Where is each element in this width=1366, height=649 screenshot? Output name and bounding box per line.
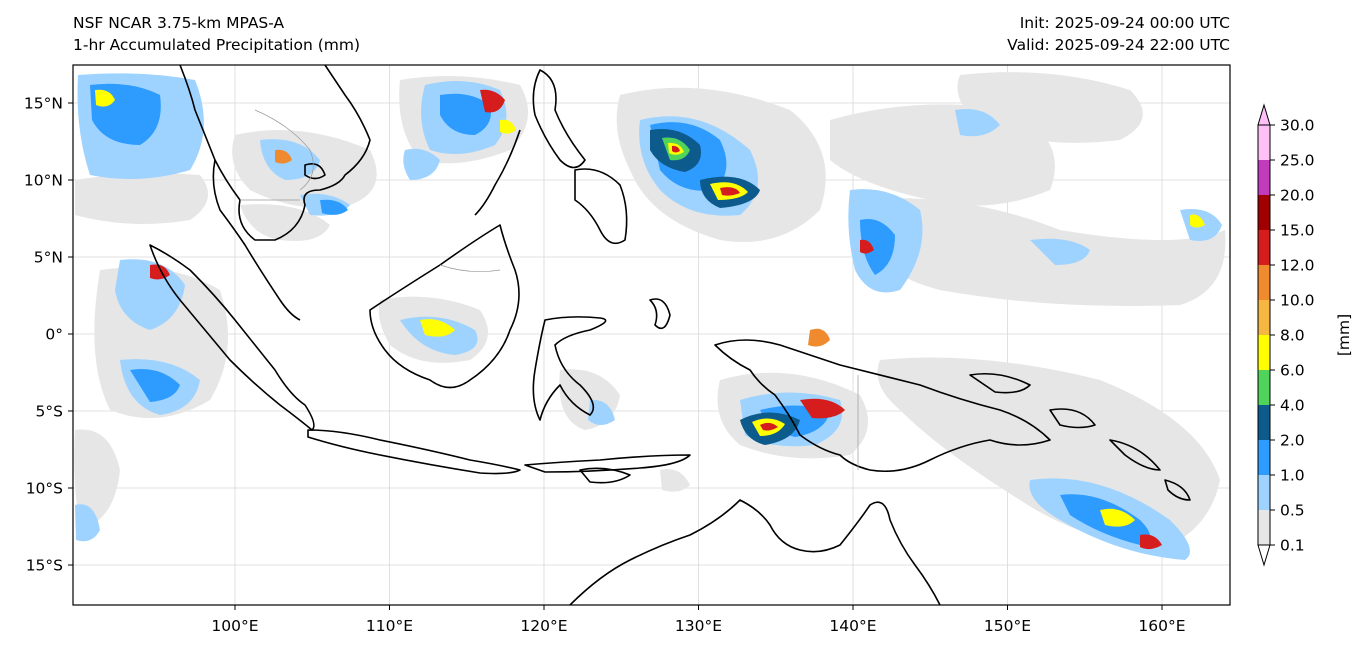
colorbar: 0.1 0.5 1.0 2.0 4.0 6.0 8.0 10.0 12.0 15.0 20.0 25.…: [1257, 103, 1353, 567]
colorbar-swatch: [1258, 510, 1270, 545]
colorbar-level-label: 2.0: [1280, 432, 1305, 450]
colorbar-level-label: 0.1: [1280, 537, 1305, 555]
colorbar-level-label: 6.0: [1280, 362, 1305, 380]
precip-convective-cores: [95, 89, 1205, 550]
lon-tick-label: 140°E: [829, 617, 876, 635]
colorbar-level-label: 15.0: [1280, 222, 1315, 240]
colorbar-swatch: [1258, 195, 1270, 230]
colorbar-level-label: 12.0: [1280, 257, 1315, 275]
colorbar-swatch: [1258, 160, 1270, 195]
colorbar-swatch: [1258, 370, 1270, 405]
lon-tick-label: 100°E: [211, 617, 258, 635]
map-frame: [72, 64, 1231, 606]
colorbar-boxes: [1257, 103, 1271, 567]
colorbar-level-label: 4.0: [1280, 397, 1305, 415]
colorbar-level-label: 1.0: [1280, 467, 1305, 485]
colorbar-swatch: [1258, 335, 1270, 370]
field-title: 1-hr Accumulated Precipitation (mm): [73, 36, 360, 54]
colorbar-swatch: [1258, 475, 1270, 510]
lon-tick-label: 110°E: [366, 617, 413, 635]
init-time: Init: 2025-09-24 00:00 UTC: [1019, 14, 1230, 32]
colorbar-level-label: 10.0: [1280, 292, 1315, 310]
country-borders: [240, 109, 859, 470]
lat-tick-label: 5°S: [36, 403, 63, 421]
colorbar-level-label: 25.0: [1280, 152, 1315, 170]
longitude-axis: 100°E 110°E 120°E 130°E 140°E 150°E 160°E: [211, 605, 1186, 635]
lat-tick-label: 0°: [45, 326, 63, 344]
colorbar-level-label: 0.5: [1280, 502, 1305, 520]
colorbar-max-extend: [1257, 103, 1271, 126]
colorbar-min-extend: [1257, 544, 1271, 567]
colorbar-swatch: [1258, 125, 1270, 160]
lat-tick-label: 15°N: [24, 95, 63, 113]
coastlines: [149, 65, 1191, 605]
colorbar-level-label: 20.0: [1280, 187, 1315, 205]
lat-tick-label: 10°N: [24, 172, 63, 190]
colorbar-labels: 0.1 0.5 1.0 2.0 4.0 6.0 8.0 10.0 12.0 15.0 20.0 25.…: [1270, 117, 1315, 555]
lat-tick-label: 15°S: [26, 557, 63, 575]
valid-time: Valid: 2025-09-24 22:00 UTC: [1007, 36, 1230, 54]
colorbar-swatch: [1258, 300, 1270, 335]
title-left: NSF NCAR 3.75-km MPAS-A 1-hr Accumulated…: [73, 12, 360, 56]
colorbar-level-label: 8.0: [1280, 327, 1305, 345]
colorbar-swatch: [1258, 230, 1270, 265]
colorbar-swatch: [1258, 405, 1270, 440]
lat-tick-label: 10°S: [26, 480, 63, 498]
lon-tick-label: 150°E: [984, 617, 1031, 635]
colorbar-swatch: [1258, 265, 1270, 300]
model-title: NSF NCAR 3.75-km MPAS-A: [73, 14, 285, 32]
title-right: Init: 2025-09-24 00:00 UTC Valid: 2025-0…: [1007, 12, 1230, 56]
colorbar-swatch: [1258, 440, 1270, 475]
lat-tick-label: 5°N: [34, 249, 63, 267]
colorbar-level-label: 30.0: [1280, 117, 1315, 135]
lon-tick-label: 130°E: [675, 617, 722, 635]
lon-tick-label: 160°E: [1138, 617, 1185, 635]
latitude-axis: 15°N 10°N 5°N 0° 5°S 10°S 15°S: [24, 95, 73, 575]
lon-tick-label: 120°E: [520, 617, 567, 635]
colorbar-unit-label: [mm]: [1335, 314, 1353, 356]
